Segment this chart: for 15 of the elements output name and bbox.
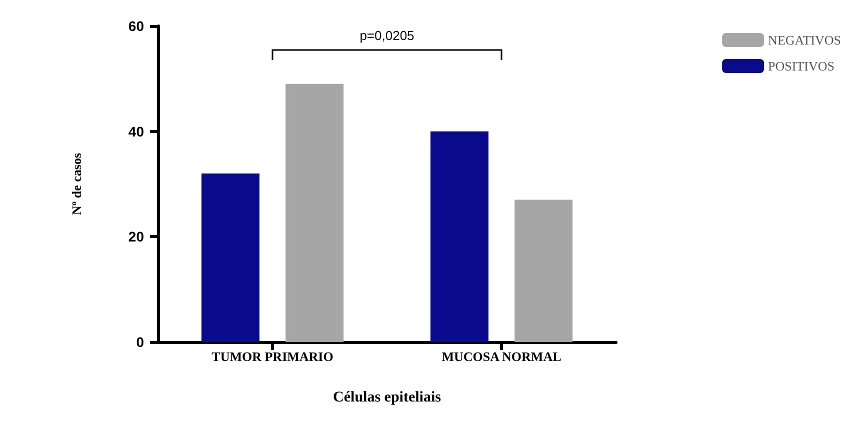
x-tick-label: TUMOR PRIMARIO <box>212 349 334 364</box>
x-axis-title: Células epiteliais <box>333 390 442 406</box>
y-tick-label: 20 <box>128 228 144 245</box>
y-tick-label: 0 <box>136 334 144 350</box>
y-tick-label: 40 <box>128 123 144 140</box>
bar <box>201 173 260 342</box>
legend-label: POSITIVOS <box>768 58 835 74</box>
legend-label: NEGATIVOS <box>768 32 842 48</box>
annotation: p=0,0205 <box>360 28 414 43</box>
x-tick-label: MUCOSA NORMAL <box>442 349 562 364</box>
y-tick-label: 60 <box>128 18 144 34</box>
y-axis-title: Nº de casos <box>69 152 84 216</box>
bar <box>286 84 344 342</box>
bar <box>514 200 573 342</box>
bar <box>430 131 488 342</box>
